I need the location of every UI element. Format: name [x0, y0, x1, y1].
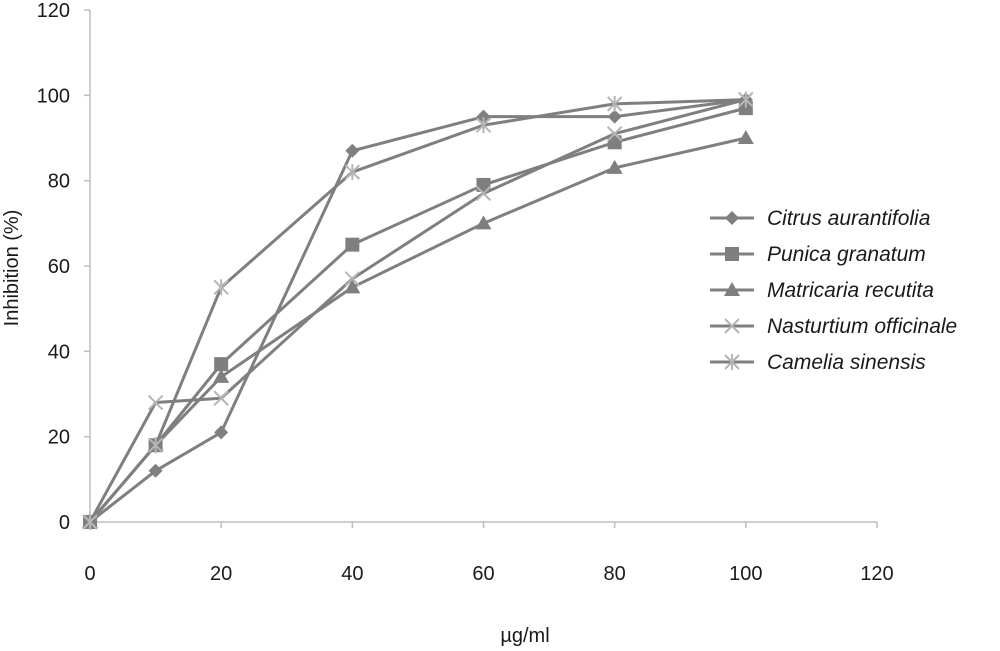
y-tick-label: 0 — [59, 512, 70, 534]
data-point-punica-granatum — [607, 135, 622, 150]
y-tick-label: 80 — [48, 171, 70, 193]
legend-marker — [724, 282, 740, 296]
y-tick-label: 20 — [48, 427, 70, 449]
x-tick-label: 100 — [729, 563, 762, 585]
tick-labels: 0 20 40 60 80 100 120 0 20 40 60 80 100 120 — [37, 0, 894, 585]
y-tick-label: 40 — [48, 341, 70, 363]
x-tick-label: 20 — [210, 563, 232, 585]
x-tick-label: 80 — [604, 563, 626, 585]
legend-label: Citrus aurantifolia — [767, 207, 930, 230]
legend: Citrus aurantifolia Punica granatum Matric… — [710, 207, 957, 374]
y-tick-label: 60 — [48, 256, 70, 278]
data-point-matricaria-recutita — [475, 215, 492, 230]
legend-label: Nasturtium officinale — [767, 315, 957, 338]
data-point-punica-granatum — [345, 237, 360, 252]
legend-marker — [725, 247, 739, 261]
data-point-citrus-aurantifolia — [476, 109, 491, 124]
data-point-matricaria-recutita — [213, 368, 230, 383]
data-point-camelia-sinensis — [475, 117, 492, 134]
legend-item-camelia-sinensis: Camelia sinensis — [710, 351, 926, 374]
data-point-punica-granatum — [214, 357, 229, 372]
data-point-citrus-aurantifolia — [214, 425, 229, 440]
legend-item-citrus-aurantifolia: Citrus aurantifolia — [710, 207, 930, 230]
data-point-camelia-sinensis — [606, 95, 623, 112]
data-point-citrus-aurantifolia — [345, 143, 360, 158]
data-point-matricaria-recutita — [606, 159, 623, 174]
data-point-nasturtium-officinale — [344, 271, 361, 287]
legend-item-punica-granatum: Punica granatum — [710, 243, 926, 266]
data-point-punica-granatum — [476, 177, 491, 192]
x-axis-title: µg/ml — [500, 625, 549, 647]
data-point-matricaria-recutita — [344, 279, 361, 294]
series-line-citrus-aurantifolia — [89, 98, 747, 524]
data-point-camelia-sinensis — [738, 91, 754, 108]
legend-marker — [725, 211, 739, 225]
data-point-nasturtium-officinale — [213, 390, 229, 406]
legend-label: Punica granatum — [767, 243, 926, 266]
data-point-nasturtium-officinale — [606, 126, 623, 142]
series-line-matricaria-recutita — [88, 136, 747, 523]
y-tick-label: 120 — [37, 0, 70, 22]
legend-item-matricaria-recutita: Matricaria recutita — [710, 279, 934, 302]
x-tick-label: 120 — [860, 563, 893, 585]
data-point-camelia-sinensis — [213, 279, 229, 296]
data-point-matricaria-recutita — [737, 130, 754, 144]
data-point-camelia-sinensis — [147, 437, 164, 454]
data-point-citrus-aurantifolia — [607, 109, 622, 124]
series-lines — [82, 91, 754, 530]
legend-marker — [724, 354, 740, 370]
data-point-nasturtium-officinale — [475, 185, 492, 202]
legend-item-nasturtium-officinale: Nasturtium officinale — [710, 315, 957, 338]
axes — [84, 9, 878, 528]
data-point-punica-granatum — [738, 101, 753, 116]
data-point-camelia-sinensis — [82, 514, 98, 530]
y-axis-title: Inhibition (%) — [1, 210, 23, 327]
series-line-nasturtium-officinale — [88, 98, 747, 523]
x-tick-label: 60 — [472, 563, 494, 585]
series-line-punica-granatum — [88, 106, 747, 523]
legend-marker — [724, 318, 740, 334]
data-point-citrus-aurantifolia — [148, 463, 163, 478]
x-tick-label: 40 — [341, 563, 363, 585]
series-line-camelia-sinensis — [88, 98, 746, 523]
legend-label: Matricaria recutita — [767, 279, 934, 302]
legend-label: Camelia sinensis — [767, 351, 926, 374]
data-point-camelia-sinensis — [344, 164, 361, 181]
data-point-nasturtium-officinale — [147, 394, 164, 411]
y-tick-label: 100 — [37, 85, 70, 107]
x-tick-label: 0 — [84, 563, 95, 585]
